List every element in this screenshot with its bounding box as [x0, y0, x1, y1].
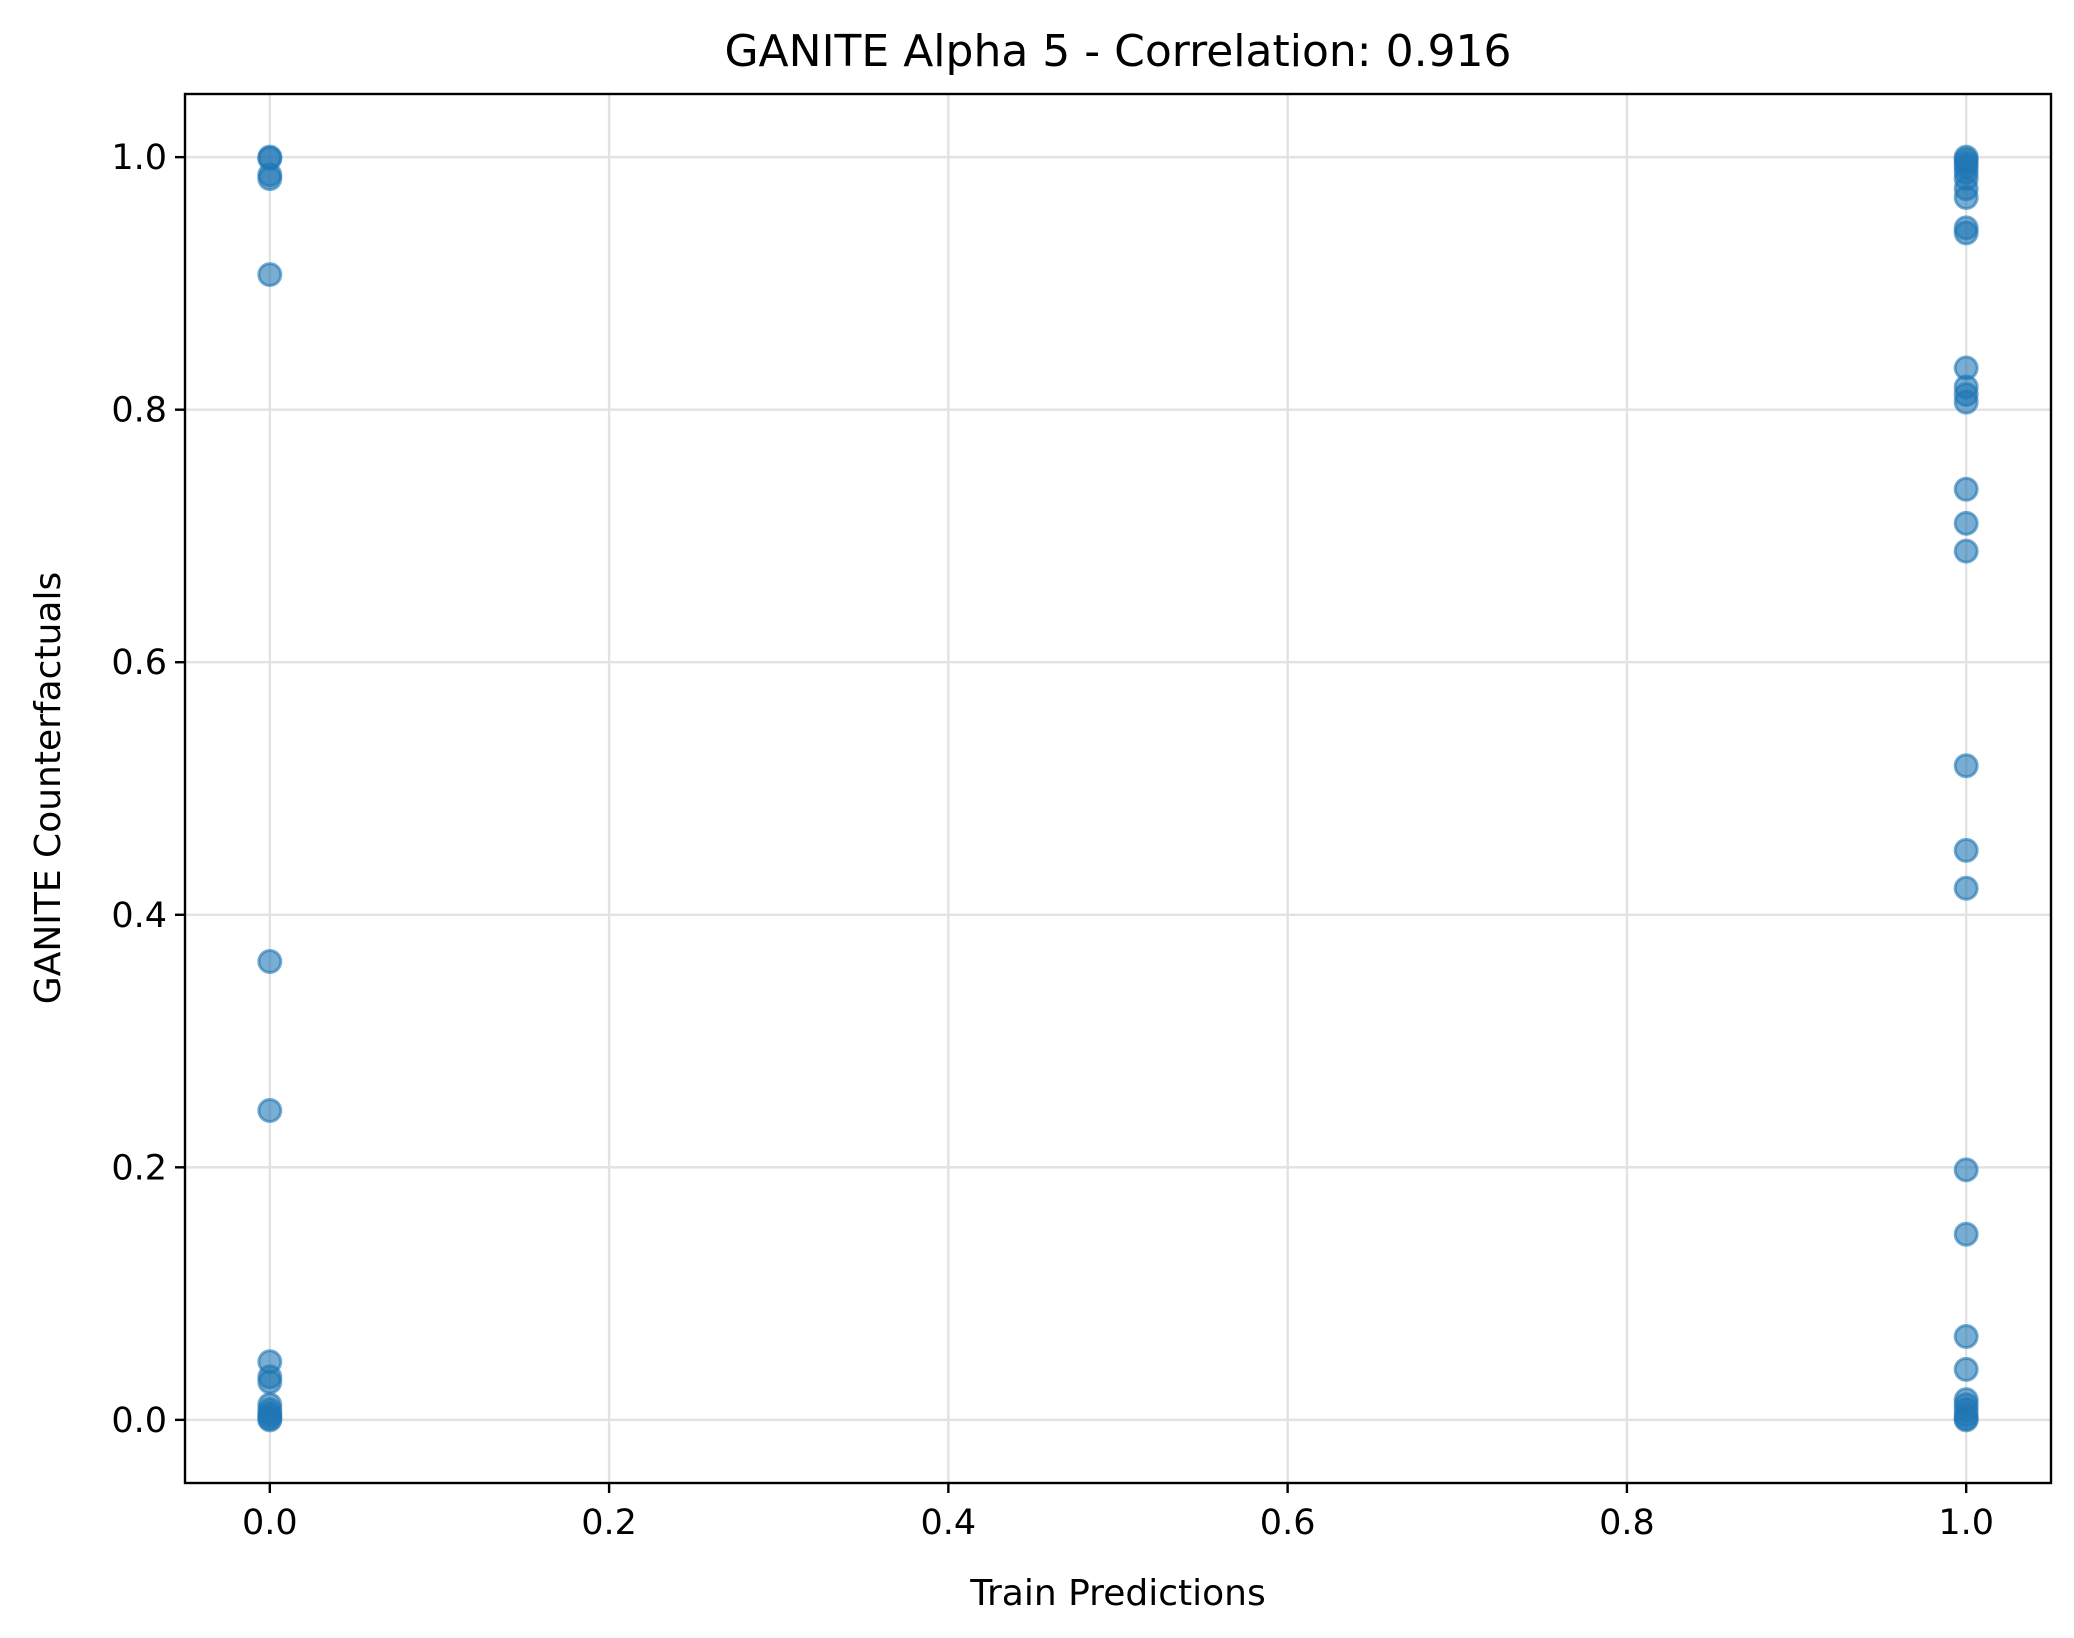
chart-title: GANITE Alpha 5 - Correlation: 0.916	[724, 26, 1511, 77]
scatter-point	[257, 262, 283, 288]
scatter-point	[1953, 1407, 1979, 1433]
y-tick-label: 0.0	[111, 1401, 167, 1441]
scatter-point	[1953, 476, 1979, 502]
scatter-point	[1953, 538, 1979, 564]
scatter-point	[1953, 220, 1979, 246]
scatter-point	[1953, 1324, 1979, 1350]
y-tick-label: 0.4	[111, 896, 167, 936]
scatter-point	[257, 1369, 283, 1395]
scatter-point	[1953, 875, 1979, 901]
scatter-point	[1953, 1221, 1979, 1247]
plot-area-frame	[183, 92, 2053, 1485]
y-tick-label: 1.0	[111, 138, 167, 178]
scatter-point	[1953, 1356, 1979, 1382]
x-axis-label: Train Predictions	[969, 1573, 1265, 1614]
scatter-point	[257, 1097, 283, 1123]
points-layer	[257, 144, 1979, 1433]
x-tick-label: 0.2	[581, 1503, 637, 1543]
ticks-layer: 0.0 0.2 0.4 0.6 0.8 1.0 0.0 0.2 0.4 0.6 0.8 1.0	[111, 138, 1994, 1543]
scatter-point	[1953, 389, 1979, 415]
scatter-point	[1953, 185, 1979, 211]
x-tick-label: 0.4	[921, 1503, 977, 1543]
x-tick-label: 0.0	[242, 1503, 298, 1543]
x-tick-label: 0.6	[1260, 1503, 1316, 1543]
x-tick-label: 1.0	[1938, 1503, 1994, 1543]
scatter-point	[257, 948, 283, 974]
scatter-point	[1953, 510, 1979, 536]
y-axis-label: GANITE Counterfactuals	[28, 572, 69, 1004]
scatter-point	[257, 166, 283, 192]
scatter-point	[1953, 753, 1979, 779]
grid-layer	[185, 94, 2051, 1483]
y-tick-label: 0.8	[111, 391, 167, 431]
y-tick-label: 0.6	[111, 643, 167, 683]
scatter-point	[1953, 837, 1979, 863]
y-tick-label: 0.2	[111, 1148, 167, 1188]
x-tick-label: 0.8	[1599, 1503, 1655, 1543]
scatter-point	[1953, 1157, 1979, 1183]
scatter-point	[257, 1407, 283, 1433]
